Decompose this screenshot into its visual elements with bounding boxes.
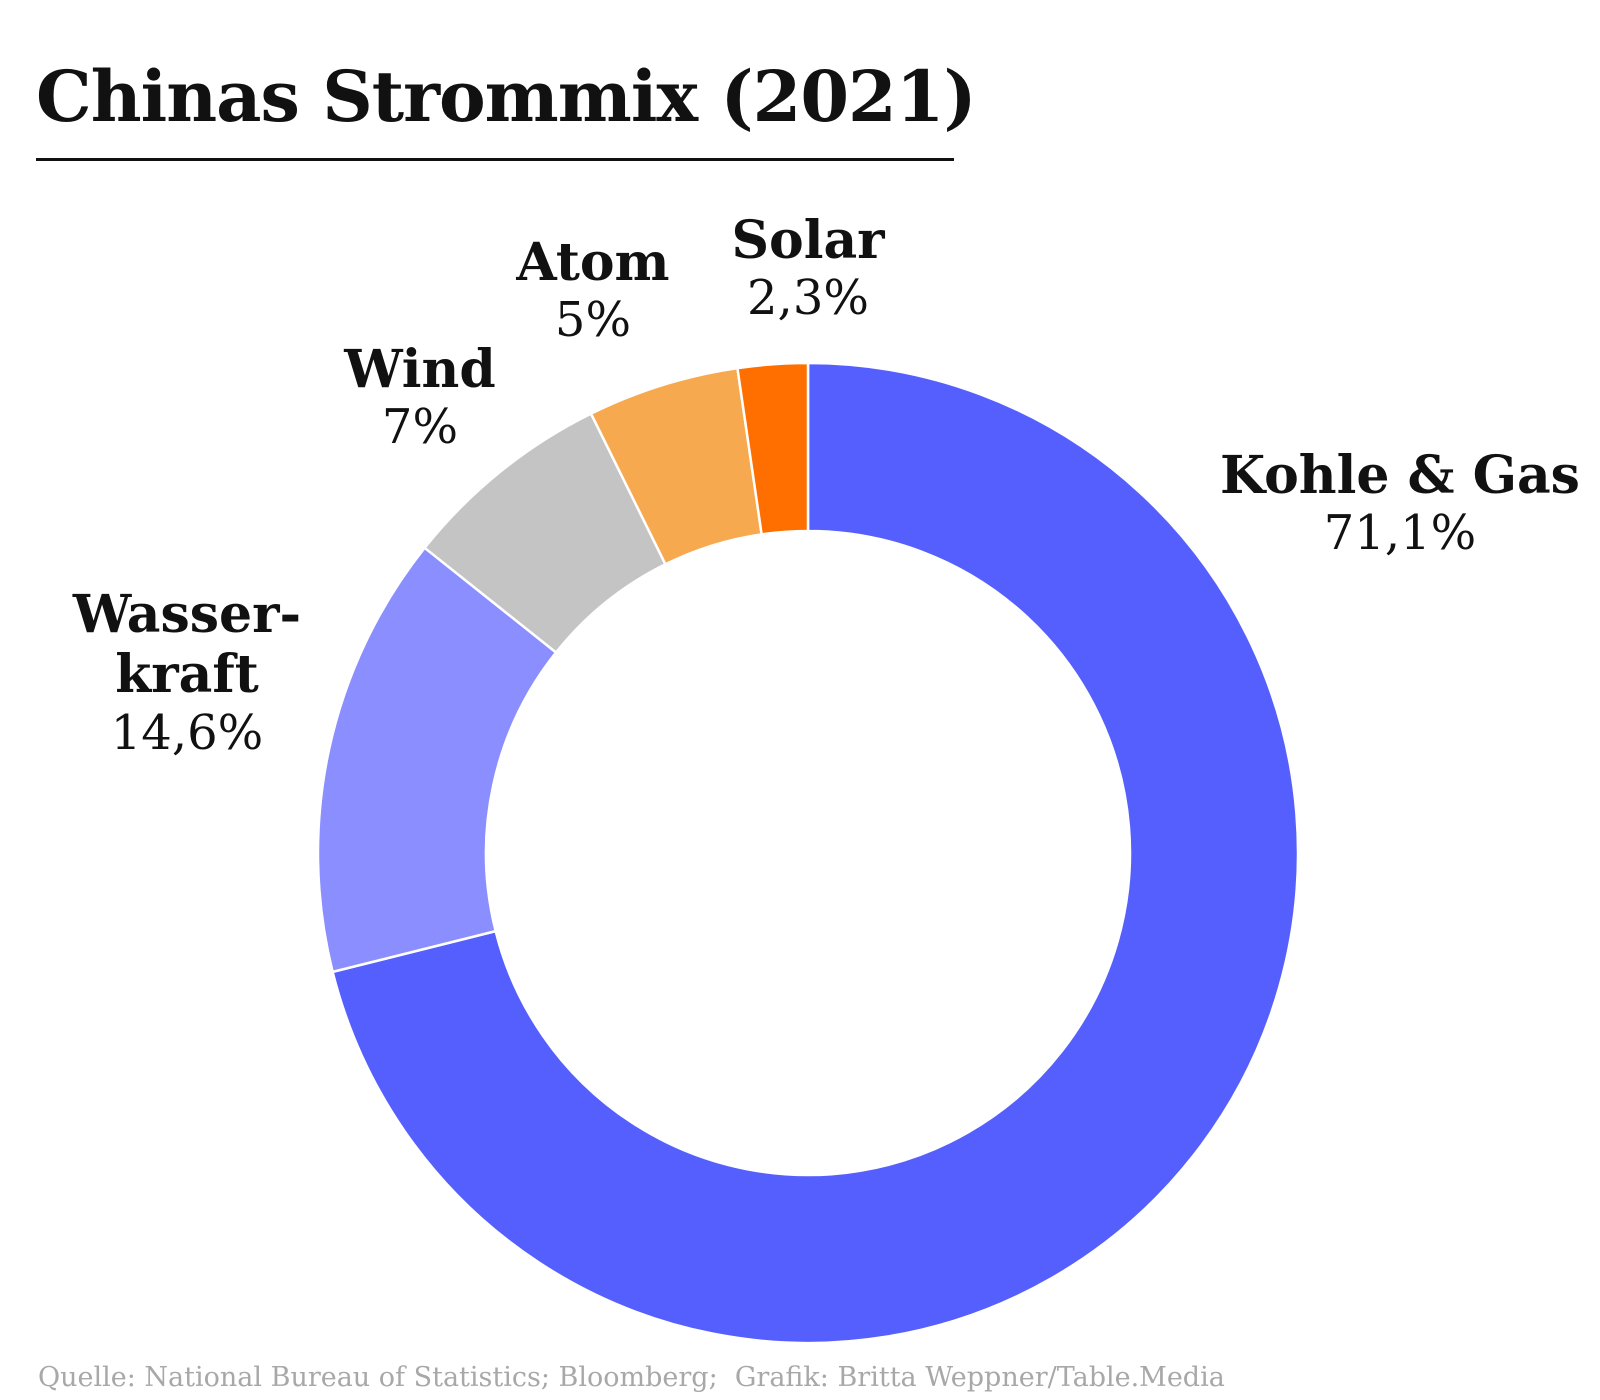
slice-label-atom: Atom 5%: [516, 232, 670, 349]
slice-name: Atom: [516, 232, 670, 293]
slice-label-solar: Solar 2,3%: [731, 210, 885, 327]
slice-solar: [736, 361, 810, 536]
slice-name: Solar: [731, 210, 885, 271]
chart-title: Chinas Strommix (2021): [36, 55, 977, 138]
slice-value: 5%: [554, 292, 632, 349]
slice-name: kraft: [115, 644, 259, 706]
slice-label-wind: Wind 7%: [344, 339, 496, 456]
slice-value: 71,1%: [1323, 505, 1477, 562]
slice-value: 14,6%: [110, 704, 264, 761]
slice-label-kohle-gas: Kohle & Gas 71,1%: [1220, 445, 1580, 562]
slice-wasserkraft: [316, 546, 558, 974]
slice-kohle-gas: [331, 361, 1300, 1345]
slice-value: 7%: [381, 399, 459, 456]
slice-name: Kohle & Gas: [1220, 445, 1580, 506]
donut-slices: [316, 361, 1300, 1345]
title-underline: [36, 158, 954, 161]
slice-name: Wasser-: [72, 584, 302, 645]
source-note: Quelle: National Bureau of Statistics; B…: [38, 1362, 1225, 1393]
slice-name: Wind: [344, 339, 496, 400]
slice-label-wasserkraft: Wasser-kraft 14,6%: [72, 584, 302, 761]
slice-value: 2,3%: [747, 270, 869, 327]
